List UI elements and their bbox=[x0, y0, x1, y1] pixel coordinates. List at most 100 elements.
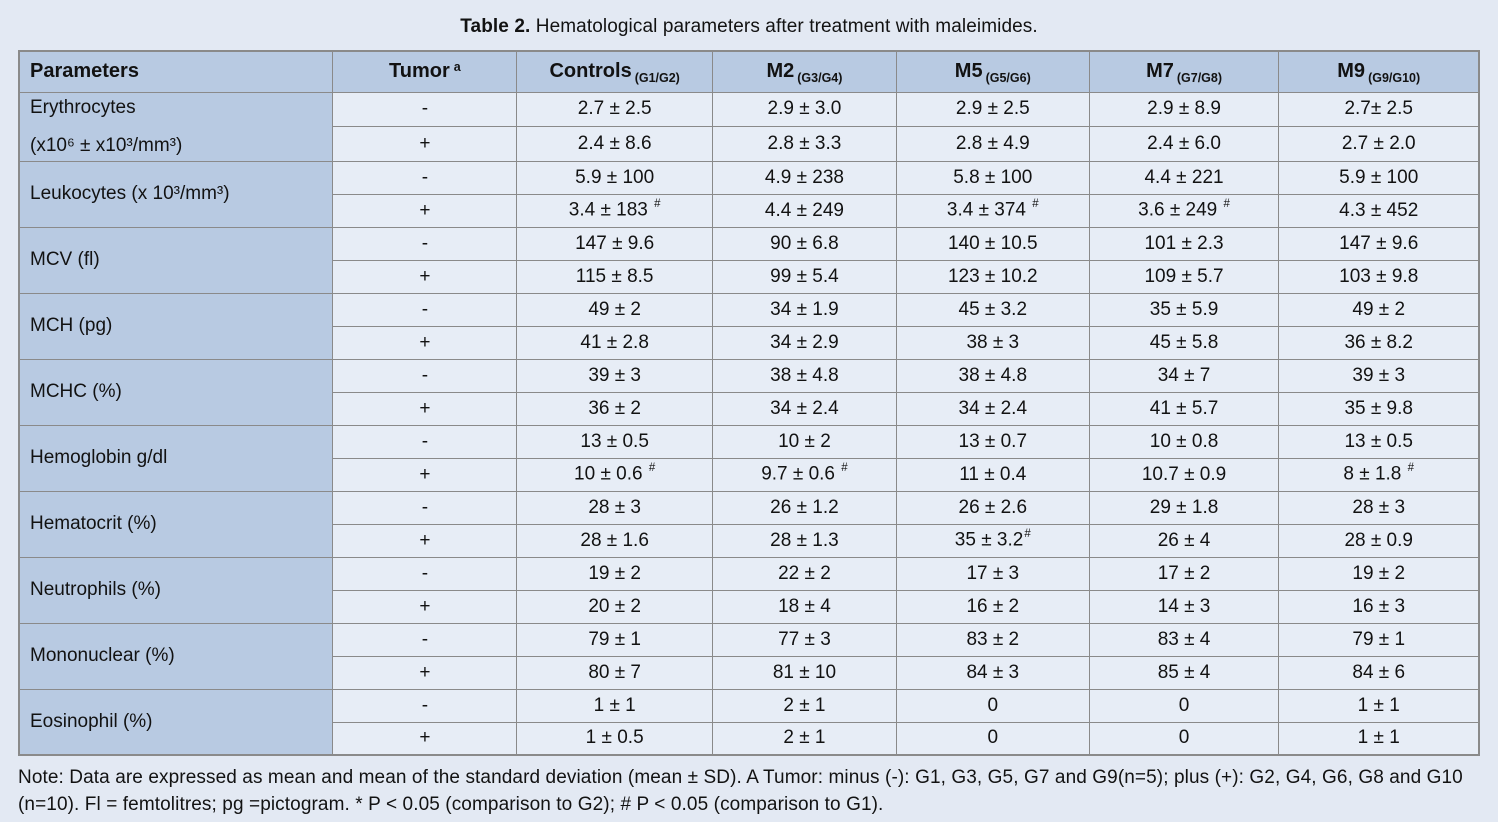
col-header-tumor: Tumor a bbox=[332, 50, 518, 93]
value-cell: 49 ± 2 bbox=[516, 292, 713, 327]
value-cell: 28 ± 3 bbox=[1278, 490, 1480, 525]
table-row: Hematocrit (%) -28 ± 3 26 ± 1.2 26 ± 2.6 29 … bbox=[18, 490, 1480, 558]
table-row: MCH (pg) -49 ± 2 34 ± 1.9 45 ± 3.2 35 ± 5.9 4… bbox=[18, 292, 1480, 360]
value-cell: 0 bbox=[895, 721, 1090, 756]
value-cell: 2.4 ± 8.6 bbox=[516, 126, 713, 162]
parameter-cell: MCHC (%) bbox=[18, 358, 334, 426]
table-caption: Table 2. Hematological parameters after … bbox=[18, 16, 1480, 38]
col-header-parameters: Parameters bbox=[18, 50, 334, 93]
value-cell: 83 ± 2 bbox=[895, 622, 1090, 657]
value-cell: 38 ± 3 bbox=[895, 325, 1090, 360]
value-cell: 101 ± 2.3 bbox=[1088, 226, 1280, 261]
table-row: +2.4 ± 8.6 2.8 ± 3.3 2.8 ± 4.9 2.4 ± 6.0 2.7… bbox=[19, 126, 1480, 162]
value-cell: 84 ± 3 bbox=[895, 655, 1090, 690]
value-cell: 22 ± 2 bbox=[711, 556, 897, 591]
table-row: MCV (fl) -147 ± 9.6 90 ± 6.8 140 ± 10.5 101 … bbox=[18, 226, 1480, 294]
value-cell: 34 ± 7 bbox=[1088, 358, 1280, 393]
value-cell: 28 ± 1.3 bbox=[711, 523, 897, 558]
value-cell: 2 ± 1 bbox=[711, 688, 897, 723]
parameter-label: MCH (pg) bbox=[30, 315, 113, 336]
tumor-sign-cell: + bbox=[332, 259, 518, 294]
value-cell: 17 ± 2 bbox=[1088, 556, 1280, 591]
value-cell: 4.4 ± 221 bbox=[1088, 160, 1280, 195]
parameter-label: Mononuclear (%) bbox=[30, 645, 175, 666]
value-cell: 2.8 ± 3.3 bbox=[711, 126, 897, 162]
value-cell: 2.9 ± 2.5 bbox=[895, 91, 1090, 127]
col-header-m2: M2 (G3/G4) bbox=[711, 50, 897, 93]
value-cell: 9.7 ± 0.6 # bbox=[711, 457, 897, 492]
col-header-m5-groups: (G5/G6) bbox=[985, 71, 1031, 86]
tumor-sign-cell: + bbox=[332, 325, 518, 360]
value-cell: 109 ± 5.7 bbox=[1088, 259, 1280, 294]
value-cell: 35 ± 5.9 bbox=[1088, 292, 1280, 327]
value-cell: 49 ± 2 bbox=[1278, 292, 1480, 327]
value-cell: 36 ± 2 bbox=[516, 391, 713, 426]
value-cell: 16 ± 3 bbox=[1278, 589, 1480, 624]
value-cell: 4.9 ± 238 bbox=[711, 160, 897, 195]
value-cell: 18 ± 4 bbox=[711, 589, 897, 624]
col-header-controls-groups: (G1/G2) bbox=[634, 71, 680, 86]
value-cell: 34 ± 2.4 bbox=[895, 391, 1090, 426]
table-row: Leukocytes (x 10³/mm³) -5.9 ± 100 4.9 ± 23… bbox=[18, 160, 1480, 228]
significance-mark: # bbox=[1407, 462, 1415, 475]
col-header-m5-label: M5 bbox=[954, 60, 983, 83]
tumor-sign-cell: + bbox=[332, 391, 518, 426]
table-row: MCHC (%) -39 ± 3 38 ± 4.8 38 ± 4.8 34 ± 7 39 … bbox=[18, 358, 1480, 426]
col-header-m5: M5 (G5/G6) bbox=[895, 50, 1090, 93]
col-header-m9: M9 (G9/G10) bbox=[1278, 50, 1480, 93]
value-cell: 84 ± 6 bbox=[1278, 655, 1480, 690]
value-cell: 1 ± 1 bbox=[1278, 688, 1480, 723]
table-row: +3.4 ± 183 #4.4 ± 249 3.4 ± 374 #3.6 ± 24… bbox=[19, 193, 1480, 228]
tumor-sign-cell: + bbox=[332, 655, 518, 690]
tumor-sign-cell: - bbox=[332, 226, 518, 261]
significance-mark: # bbox=[1223, 198, 1230, 211]
significance-mark: # bbox=[654, 198, 661, 211]
col-header-m9-groups: (G9/G10) bbox=[1368, 71, 1421, 86]
col-header-tumor-superscript: a bbox=[453, 60, 461, 75]
tumor-sign-cell: - bbox=[332, 622, 518, 657]
parameter-cell: Hemoglobin g/dl bbox=[18, 424, 334, 492]
value-cell: 79 ± 1 bbox=[1278, 622, 1480, 657]
value-cell: 2.7 ± 2.5 bbox=[516, 91, 713, 127]
value-cell: 2.7± 2.5 bbox=[1278, 91, 1480, 127]
value-cell: 0 bbox=[1088, 721, 1280, 756]
value-cell: 83 ± 4 bbox=[1088, 622, 1280, 657]
value-cell: 0 bbox=[895, 688, 1090, 723]
value-cell: 0 bbox=[1088, 688, 1280, 723]
value-cell: 85 ± 4 bbox=[1088, 655, 1280, 690]
parameter-label: Hematocrit (%) bbox=[30, 513, 157, 534]
value-cell: 8 ± 1.8 # bbox=[1278, 457, 1480, 492]
value-cell: 29 ± 1.8 bbox=[1088, 490, 1280, 525]
parameter-cell: Eosinophil (%) bbox=[18, 688, 334, 756]
value-cell: 2.4 ± 6.0 bbox=[1088, 126, 1280, 162]
parameter-label: Hemoglobin g/dl bbox=[30, 447, 168, 468]
value-cell: 99 ± 5.4 bbox=[711, 259, 897, 294]
table-row: +10 ± 0.6 #9.7 ± 0.6 #11 ± 0.4 10.7 ± 0.9… bbox=[19, 457, 1480, 492]
value-cell: 34 ± 2.4 bbox=[711, 391, 897, 426]
value-cell: 38 ± 4.8 bbox=[711, 358, 897, 393]
value-cell: 1 ± 1 bbox=[1278, 721, 1480, 756]
table-row: +20 ± 2 18 ± 4 16 ± 2 14 ± 3 16 ± 3 bbox=[19, 589, 1480, 624]
value-cell: 20 ± 2 bbox=[516, 589, 713, 624]
tumor-sign-cell: - bbox=[332, 91, 518, 127]
col-header-tumor-label: Tumor bbox=[389, 60, 450, 83]
col-header-m9-label: M9 bbox=[1337, 60, 1366, 83]
table-body: Erythrocytes (x10⁶ ± x10³/mm³) -2.7 ± 2.5 2… bbox=[18, 91, 1480, 756]
value-cell: 39 ± 3 bbox=[516, 358, 713, 393]
value-cell: 3.6 ± 249 # bbox=[1088, 193, 1280, 228]
value-cell: 39 ± 3 bbox=[1278, 358, 1480, 393]
value-cell: 13 ± 0.5 bbox=[516, 424, 713, 459]
value-cell: 1 ± 0.5 bbox=[516, 721, 713, 756]
value-cell: 13 ± 0.5 bbox=[1278, 424, 1480, 459]
value-cell: 35 ± 9.8 bbox=[1278, 391, 1480, 426]
parameter-label: MCHC (%) bbox=[30, 381, 122, 402]
tumor-sign-cell: + bbox=[332, 126, 518, 162]
value-cell: 36 ± 8.2 bbox=[1278, 325, 1480, 360]
value-cell: 26 ± 2.6 bbox=[895, 490, 1090, 525]
value-cell: 11 ± 0.4 bbox=[895, 457, 1090, 492]
parameter-label: Eosinophil (%) bbox=[30, 710, 153, 732]
value-cell: 5.9 ± 100 bbox=[1278, 160, 1480, 195]
value-cell: 41 ± 5.7 bbox=[1088, 391, 1280, 426]
parameter-cell: Leukocytes (x 10³/mm³) bbox=[18, 160, 334, 228]
